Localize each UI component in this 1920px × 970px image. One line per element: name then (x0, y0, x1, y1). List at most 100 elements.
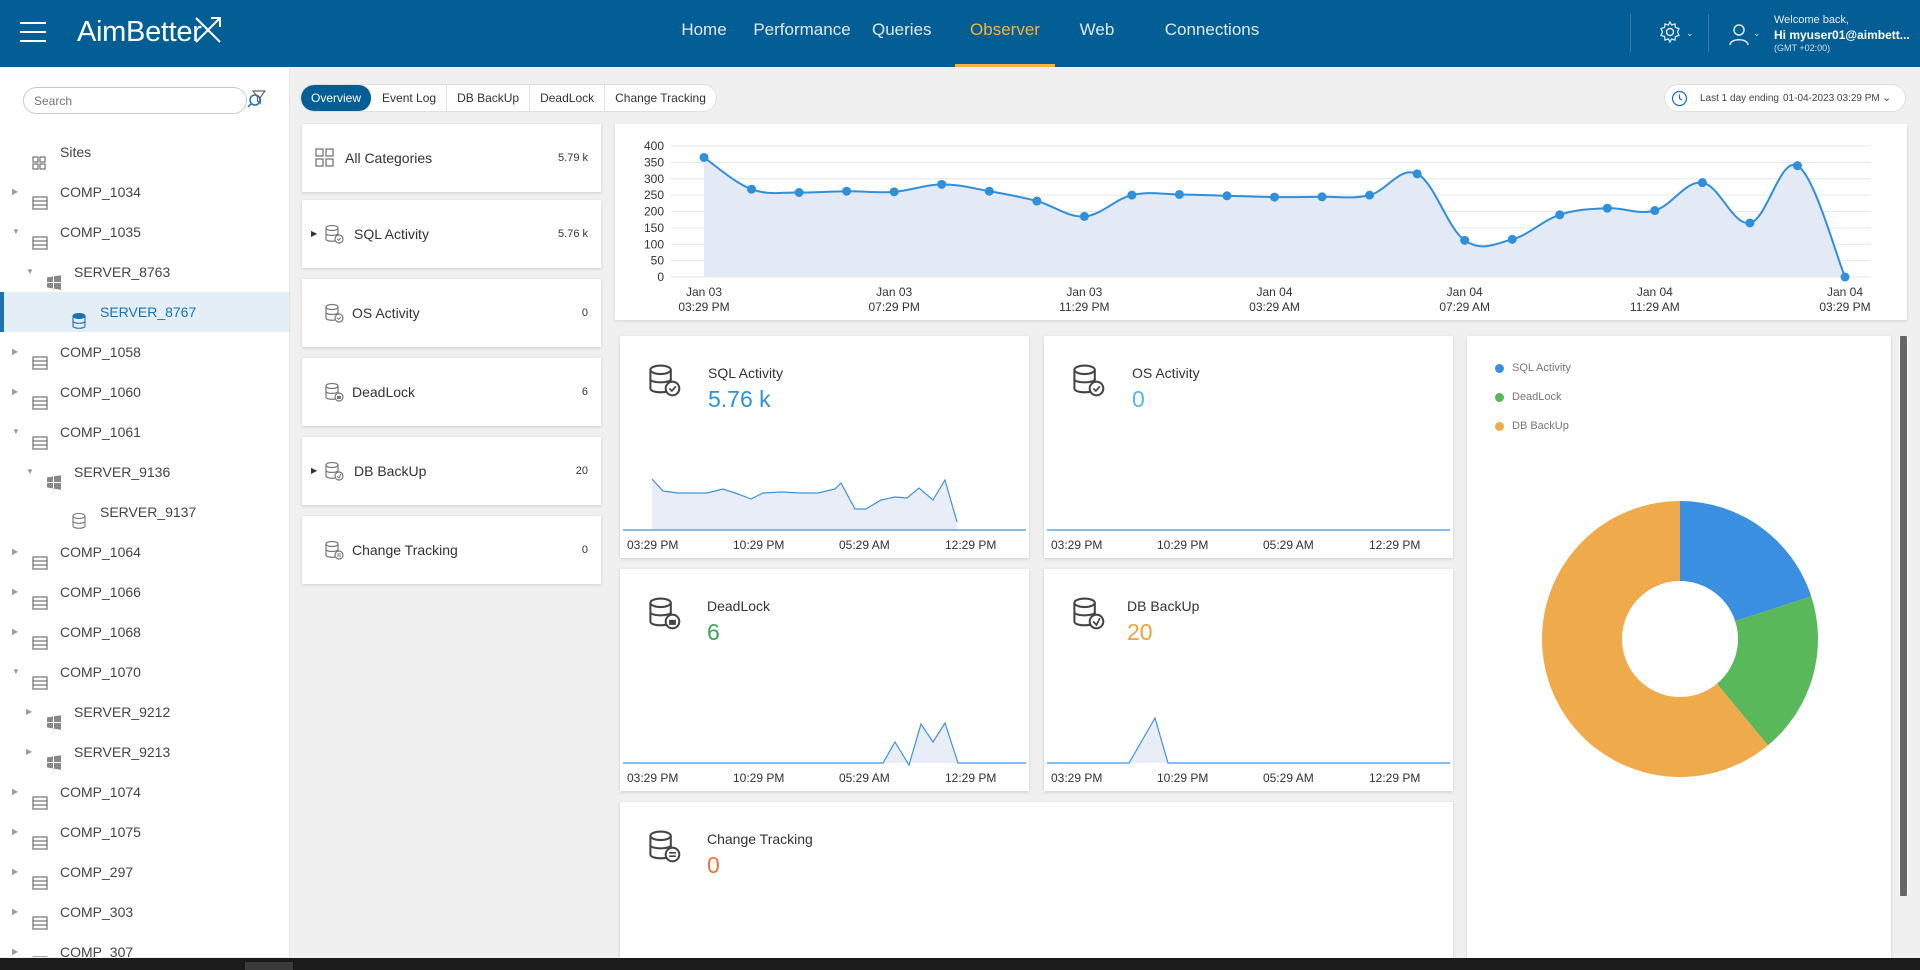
chevron-down-icon[interactable]: ⌄ (1753, 28, 1761, 38)
tree-item-comp_1075[interactable]: ▶ COMP_1075 (0, 812, 289, 852)
tree-item-comp_307[interactable]: ▶ COMP_307 (0, 932, 289, 957)
chevron-down-icon[interactable]: ▼ (26, 267, 34, 276)
chevron-right-icon[interactable]: ▶ (12, 187, 19, 196)
chevron-right-icon[interactable]: ▶ (12, 947, 19, 956)
chevron-right-icon[interactable]: ▶ (26, 707, 33, 716)
chevron-down-icon[interactable]: ⌄ (1686, 28, 1694, 38)
legend-item[interactable]: DB BackUp (1495, 420, 1569, 432)
tree-item-server_9212[interactable]: ▶ SERVER_9212 (0, 692, 289, 732)
tree-item-comp_1070[interactable]: ▼ COMP_1070 (0, 652, 289, 692)
chevron-right-icon[interactable]: ▶ (12, 387, 19, 396)
chevron-down-icon[interactable]: ▼ (12, 427, 20, 436)
data-point[interactable] (984, 186, 994, 196)
nav-queries[interactable]: Queries (872, 20, 932, 39)
card-os-activity[interactable]: OS Activity 0 03:29 PM 10:29 PM 05:29 AM 12:2… (1044, 336, 1453, 558)
tree-item-server_8763[interactable]: ▼ SERVER_8763 (0, 252, 289, 292)
nav-connections[interactable]: Connections (1164, 20, 1260, 39)
settings-gear-icon[interactable] (1658, 20, 1682, 44)
card-sql-activity[interactable]: SQL Activity 5.76 k 03:29 PM 10:29 PM 05:29 … (620, 336, 1029, 558)
data-point[interactable] (1650, 206, 1660, 216)
chevron-right-icon[interactable]: ▶ (311, 229, 318, 238)
chevron-right-icon[interactable]: ▶ (12, 907, 19, 916)
tab-deadlock[interactable]: DeadLock (530, 85, 606, 111)
chevron-down-icon[interactable]: ▼ (12, 227, 20, 236)
data-point[interactable] (1270, 192, 1279, 202)
username[interactable]: Hi myuser01@aimbett... (1774, 28, 1910, 42)
hamburger-menu-icon[interactable] (20, 22, 46, 42)
tree-item-sites[interactable]: Sites (0, 132, 289, 172)
nav-home[interactable]: Home (681, 20, 727, 39)
data-point[interactable] (1222, 191, 1232, 201)
tab-event-log[interactable]: Event Log (372, 85, 448, 111)
tree-item-comp_1066[interactable]: ▶ COMP_1066 (0, 572, 289, 612)
tree-item-comp_303[interactable]: ▶ COMP_303 (0, 892, 289, 932)
card-deadlock[interactable]: DeadLock 6 03:29 PM 10:29 PM 05:29 AM 12:29 P… (620, 569, 1029, 791)
user-icon[interactable] (1728, 22, 1750, 46)
time-range-picker[interactable]: Last 1 day ending 01-04-2023 03:29 PM ⌄ (1664, 84, 1906, 112)
data-point[interactable] (1507, 234, 1517, 244)
tab-change-tracking[interactable]: Change Tracking (615, 91, 706, 105)
chevron-right-icon[interactable]: ▶ (26, 747, 33, 756)
tree-item-comp_1035[interactable]: ▼ COMP_1035 (0, 212, 289, 252)
data-point[interactable] (889, 187, 899, 197)
data-point[interactable] (1412, 169, 1422, 179)
chevron-right-icon[interactable]: ▶ (12, 867, 19, 876)
data-point[interactable] (1079, 211, 1089, 221)
tree-item-comp_1061[interactable]: ▼ COMP_1061 (0, 412, 289, 452)
search-input[interactable] (34, 88, 219, 113)
data-point[interactable] (1745, 218, 1755, 228)
card-change-tracking[interactable]: Change Tracking 0 (620, 802, 1453, 958)
filter-icon[interactable] (252, 89, 266, 105)
category-deadlock[interactable]: DeadLock 6 (302, 358, 601, 426)
category-all-categories[interactable]: All Categories 5.79 k (302, 124, 601, 192)
chevron-right-icon[interactable]: ▶ (12, 787, 19, 796)
chevron-right-icon[interactable]: ▶ (12, 587, 19, 596)
tree-item-server_9137[interactable]: SERVER_9137 (0, 492, 289, 532)
tree-item-comp_1034[interactable]: ▶ COMP_1034 (0, 172, 289, 212)
data-point[interactable] (1460, 235, 1470, 245)
chevron-right-icon[interactable]: ▶ (12, 627, 19, 636)
tree-item-server_8767[interactable]: SERVER_8767 (0, 292, 289, 332)
chevron-right-icon[interactable]: ▶ (12, 347, 19, 356)
data-point[interactable] (1317, 192, 1327, 202)
data-point[interactable] (1555, 210, 1565, 220)
data-point[interactable] (1174, 189, 1184, 199)
data-point[interactable] (842, 186, 852, 196)
donut-slice[interactable] (1716, 596, 1818, 746)
data-point[interactable] (747, 184, 757, 194)
category-os-activity[interactable]: OS Activity 0 (302, 279, 601, 347)
data-point[interactable] (1127, 190, 1137, 200)
data-point[interactable] (1602, 203, 1612, 213)
tree-item-comp_1064[interactable]: ▶ COMP_1064 (0, 532, 289, 572)
data-point[interactable] (1792, 161, 1802, 171)
category-db-backup[interactable]: ▶ DB BackUp 20 (302, 437, 601, 505)
chevron-right-icon[interactable]: ▶ (311, 466, 318, 475)
chevron-right-icon[interactable]: ▶ (12, 827, 19, 836)
tree-item-comp_1058[interactable]: ▶ COMP_1058 (0, 332, 289, 372)
horizontal-scrollbar-thumb[interactable] (245, 962, 293, 970)
tree-item-comp_1074[interactable]: ▶ COMP_1074 (0, 772, 289, 812)
data-point[interactable] (794, 188, 804, 198)
tree-item-comp_297[interactable]: ▶ COMP_297 (0, 852, 289, 892)
tree-item-comp_1060[interactable]: ▶ COMP_1060 (0, 372, 289, 412)
data-point[interactable] (1365, 190, 1375, 200)
data-point[interactable] (1032, 196, 1042, 206)
tab-overview[interactable]: Overview (301, 85, 373, 111)
chevron-right-icon[interactable]: ▶ (12, 547, 19, 556)
data-point[interactable] (1840, 272, 1850, 282)
legend-item[interactable]: DeadLock (1495, 391, 1562, 403)
tab-db-backup[interactable]: DB BackUp (447, 85, 531, 111)
chevron-down-icon[interactable]: ▼ (26, 467, 34, 476)
card-db-backup[interactable]: DB BackUp 20 03:29 PM 10:29 PM 05:29 AM 12:29… (1044, 569, 1453, 791)
tree-item-server_9213[interactable]: ▶ SERVER_9213 (0, 732, 289, 772)
data-point[interactable] (1697, 178, 1707, 188)
category-change-tracking[interactable]: Change Tracking 0 (302, 516, 601, 584)
tree-item-comp_1068[interactable]: ▶ COMP_1068 (0, 612, 289, 652)
scrollbar-thumb[interactable] (1900, 336, 1907, 896)
category-sql-activity[interactable]: ▶ SQL Activity 5.76 k (302, 200, 601, 268)
nav-performance[interactable]: Performance (753, 20, 851, 39)
donut-slice[interactable] (1542, 501, 1768, 777)
donut-slice[interactable] (1680, 501, 1812, 622)
chevron-down-icon[interactable]: ▼ (12, 667, 20, 676)
nav-web[interactable]: Web (1079, 20, 1115, 39)
